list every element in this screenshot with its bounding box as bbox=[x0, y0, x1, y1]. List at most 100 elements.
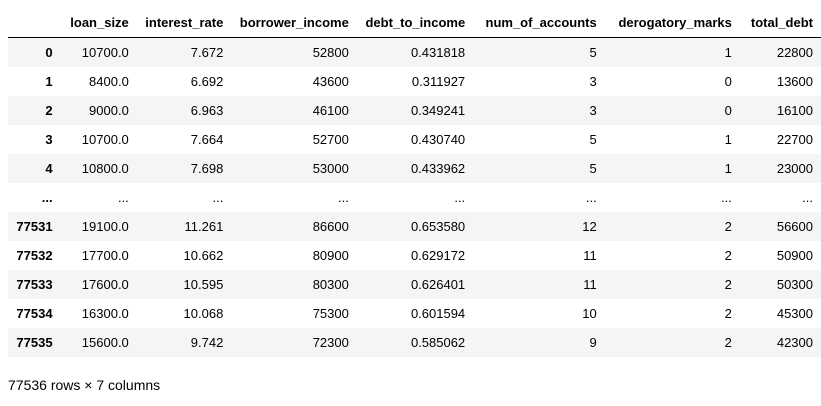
table-row: 4 10800.0 7.698 53000 0.433962 5 1 23000 bbox=[8, 154, 821, 183]
table-cell: 56600 bbox=[776, 219, 813, 234]
row-index: 77534 bbox=[16, 306, 53, 321]
table-cell: 9.742 bbox=[190, 335, 224, 350]
table-cell: 5 bbox=[589, 132, 597, 147]
table-cell: 7.698 bbox=[190, 161, 224, 176]
row-index: 0 bbox=[45, 45, 53, 60]
table-cell: 80300 bbox=[312, 277, 349, 292]
index-header bbox=[8, 8, 61, 38]
table-cell: 0 bbox=[724, 74, 732, 89]
column-header: loan_size bbox=[60, 8, 137, 38]
table-cell: 6.963 bbox=[190, 103, 224, 118]
row-index: 3 bbox=[45, 132, 53, 147]
table-cell: 8400.0 bbox=[89, 74, 129, 89]
table-cell: 10.595 bbox=[183, 277, 224, 292]
dataframe-table: loan_size interest_rate borrower_income … bbox=[8, 8, 821, 357]
table-row: 77531 19100.0 11.261 86600 0.653580 12 2… bbox=[8, 212, 821, 241]
column-header: total_debt bbox=[739, 8, 821, 38]
table-cell: 2 bbox=[724, 248, 732, 263]
table-cell: 11 bbox=[583, 248, 597, 263]
table-cell: ... bbox=[212, 190, 224, 205]
table-cell: 15600.0 bbox=[81, 335, 129, 350]
table-cell: ... bbox=[585, 190, 597, 205]
table-cell: 50300 bbox=[776, 277, 813, 292]
table-cell: 2 bbox=[724, 277, 732, 292]
table-cell: ... bbox=[802, 190, 813, 205]
table-cell: 42300 bbox=[776, 335, 813, 350]
table-cell: 0.430740 bbox=[410, 132, 466, 147]
table-cell: 5 bbox=[589, 45, 597, 60]
column-header: interest_rate bbox=[136, 8, 232, 38]
table-cell: 0.433962 bbox=[410, 161, 466, 176]
table-cell: 9 bbox=[589, 335, 597, 350]
table-cell: 1 bbox=[724, 45, 732, 60]
table-cell: 86600 bbox=[312, 219, 349, 234]
table-cell: 2 bbox=[724, 306, 732, 321]
row-index: 77535 bbox=[16, 335, 53, 350]
table-cell: 13600 bbox=[776, 74, 813, 89]
dataframe-output: loan_size interest_rate borrower_income … bbox=[8, 8, 821, 393]
row-index: 77533 bbox=[16, 277, 53, 292]
table-cell: 16100 bbox=[776, 103, 813, 118]
table-cell: 52800 bbox=[312, 45, 349, 60]
shape-summary: 77536 rows × 7 columns bbox=[8, 377, 161, 393]
table-cell: 80900 bbox=[312, 248, 349, 263]
column-header: derogatory_marks bbox=[604, 8, 740, 38]
table-row: 77534 16300.0 10.068 75300 0.601594 10 2… bbox=[8, 299, 821, 328]
table-row: 77533 17600.0 10.595 80300 0.626401 11 2… bbox=[8, 270, 821, 299]
table-row: 0 10700.0 7.672 52800 0.431818 5 1 22800 bbox=[8, 37, 821, 67]
table-cell: 0.601594 bbox=[410, 306, 466, 321]
table-row: 3 10700.0 7.664 52700 0.430740 5 1 22700 bbox=[8, 125, 821, 154]
table-cell: 6.692 bbox=[190, 74, 224, 89]
column-header: num_of_accounts bbox=[473, 8, 605, 38]
table-cell: 7.664 bbox=[190, 132, 224, 147]
table-cell: 0.349241 bbox=[410, 103, 466, 118]
table-cell: 9000.0 bbox=[89, 103, 129, 118]
table-cell: 46100 bbox=[312, 103, 349, 118]
table-cell: 7.672 bbox=[190, 45, 224, 60]
column-header: borrower_income bbox=[231, 8, 357, 38]
row-index: 77531 bbox=[16, 219, 53, 234]
table-cell: 19100.0 bbox=[81, 219, 129, 234]
table-cell: 52700 bbox=[312, 132, 349, 147]
table-cell: 5 bbox=[589, 161, 597, 176]
table-row: 77535 15600.0 9.742 72300 0.585062 9 2 4… bbox=[8, 328, 821, 357]
table-cell: 0.626401 bbox=[410, 277, 466, 292]
table-cell: 50900 bbox=[776, 248, 813, 263]
table-row: 2 9000.0 6.963 46100 0.349241 3 0 16100 bbox=[8, 96, 821, 125]
table-cell: 16300.0 bbox=[81, 306, 129, 321]
row-index: ... bbox=[41, 190, 53, 205]
table-cell: 2 bbox=[724, 219, 732, 234]
table-cell: 53000 bbox=[312, 161, 349, 176]
table-cell: ... bbox=[117, 190, 129, 205]
table-cell: ... bbox=[721, 190, 732, 205]
table-cell: 72300 bbox=[312, 335, 349, 350]
table-cell: 17700.0 bbox=[81, 248, 129, 263]
table-cell: 45300 bbox=[776, 306, 813, 321]
table-cell: 10.068 bbox=[183, 306, 224, 321]
table-cell: 0.653580 bbox=[410, 219, 466, 234]
table-row: 1 8400.0 6.692 43600 0.311927 3 0 13600 bbox=[8, 67, 821, 96]
table-cell: ... bbox=[338, 190, 349, 205]
table-cell: 10700.0 bbox=[81, 132, 129, 147]
table-cell: 11 bbox=[583, 277, 597, 292]
table-cell: 0.431818 bbox=[410, 45, 466, 60]
table-cell: 11.261 bbox=[184, 219, 224, 234]
table-cell: 2 bbox=[724, 335, 732, 350]
table-cell: 17600.0 bbox=[81, 277, 129, 292]
table-cell: 75300 bbox=[312, 306, 349, 321]
table-cell: 10700.0 bbox=[81, 45, 129, 60]
table-cell: 1 bbox=[724, 161, 732, 176]
table-cell: 22800 bbox=[776, 45, 813, 60]
table-cell: 23000 bbox=[776, 161, 813, 176]
table-cell: ... bbox=[454, 190, 466, 205]
table-cell: 10 bbox=[582, 306, 597, 321]
row-index: 77532 bbox=[16, 248, 53, 263]
table-cell: 43600 bbox=[312, 74, 349, 89]
table-cell: 10800.0 bbox=[81, 161, 129, 176]
table-cell: 10.662 bbox=[183, 248, 224, 263]
table-row: 77532 17700.0 10.662 80900 0.629172 11 2… bbox=[8, 241, 821, 270]
row-index: 2 bbox=[45, 103, 53, 118]
table-cell: 3 bbox=[589, 103, 597, 118]
row-index: 1 bbox=[45, 74, 53, 89]
table-cell: 0.585062 bbox=[410, 335, 466, 350]
